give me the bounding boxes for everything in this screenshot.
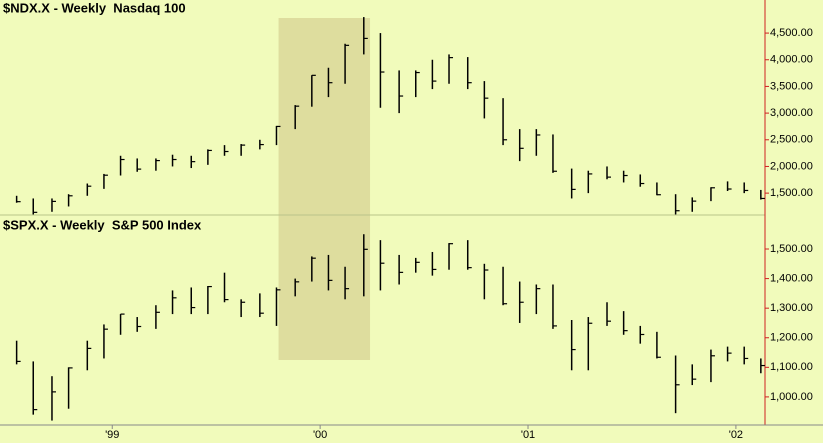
chart-title: $NDX.X - Weekly Nasdaq 100	[3, 0, 186, 15]
y-tick-label: 2,500.00	[770, 134, 813, 146]
x-tick-label: '99	[105, 429, 119, 441]
y-tick-label: 3,500.00	[770, 80, 813, 92]
y-tick-label: 3,000.00	[770, 107, 813, 119]
y-tick-label: 2,000.00	[770, 160, 813, 172]
x-tick-label: '00	[313, 429, 327, 441]
y-tick-label: 1,300.00	[770, 302, 813, 314]
y-tick-label: 1,500.00	[770, 187, 813, 199]
y-tick-label: 1,500.00	[770, 243, 813, 255]
chart-title: $SPX.X - Weekly S&P 500 Index	[3, 217, 202, 232]
x-tick-label: '01	[521, 429, 535, 441]
highlight-range	[278, 18, 371, 360]
y-tick-label: 1,100.00	[770, 361, 813, 373]
y-tick-label: 4,000.00	[770, 54, 813, 66]
background-layer	[278, 18, 371, 360]
x-tick-label: '02	[729, 429, 743, 441]
y-tick-label: 4,500.00	[770, 27, 813, 39]
y-tick-label: 1,400.00	[770, 272, 813, 284]
y-tick-label: 1,200.00	[770, 332, 813, 344]
y-tick-label: 1,000.00	[770, 391, 813, 403]
